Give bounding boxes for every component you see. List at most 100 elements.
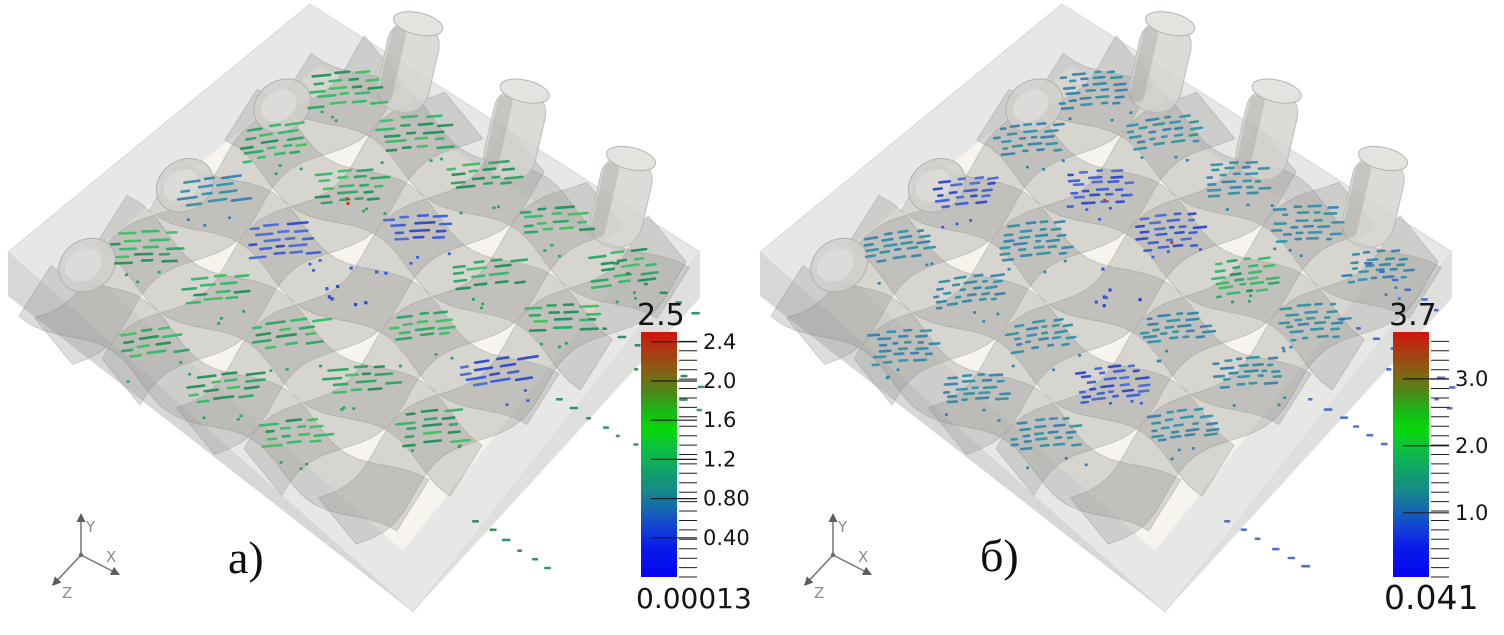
glyph-speck: [1170, 241, 1174, 244]
colorbar-gradient: [1393, 332, 1429, 577]
yarn-end-chimney: [376, 11, 444, 113]
glyph-trail-dot: [1386, 368, 1392, 371]
colorbar-tick-label: 3.0: [1455, 367, 1488, 391]
axis-label-y: Y: [837, 518, 848, 536]
colorbar-gradient: [641, 332, 677, 577]
glyph-cluster: [321, 365, 403, 411]
glyph-trail-dot: [617, 335, 627, 339]
glyph-trail-dot: [1404, 288, 1411, 292]
glyph-trail-dot: [1287, 556, 1296, 560]
box-side-face-right: [1165, 252, 1452, 612]
axis-label-x: X: [106, 548, 116, 566]
glyph-cluster: [446, 159, 524, 215]
yarn-end-chimney: [1341, 145, 1409, 248]
glyph-cluster: [176, 174, 253, 227]
glyph-cluster: [110, 229, 185, 284]
glyph-cluster: [867, 328, 941, 380]
glyph-cluster: [395, 408, 472, 452]
glyph-cluster: [1126, 114, 1204, 162]
panel-scene-a: XY Z: [7, 3, 705, 613]
box-side-face-left: [760, 252, 1165, 612]
glyph-cluster: [1139, 311, 1217, 363]
yarn-end-cap: [58, 237, 117, 293]
glyph-trail-dot: [1224, 520, 1231, 523]
glyph-trail-dot: [615, 434, 620, 438]
yarn-tube: [853, 91, 1236, 407]
glyph-cluster: [1278, 302, 1352, 353]
box-floor: [831, 65, 1384, 551]
glyph-trail-dot: [1301, 564, 1311, 568]
glyph-trail-dot: [1421, 298, 1428, 301]
glyph-trail-dot: [531, 557, 539, 561]
glyph-trail-dot: [1380, 442, 1388, 446]
glyph-trail-dot: [1323, 408, 1333, 411]
glyph-cluster: [1341, 249, 1415, 301]
glyph-cluster: [389, 310, 456, 368]
woven-yarns: [770, 34, 1443, 545]
yarn-end-cap: [1005, 78, 1064, 133]
axes-triad: XY Z: [804, 513, 872, 602]
vector-glyphs: [863, 70, 1456, 568]
glyph-trail-dot: [556, 398, 563, 401]
glyph-cluster: [325, 266, 388, 307]
glyph-trail-dot: [586, 416, 592, 420]
yarn-end-cap: [155, 158, 214, 213]
glyph-trail-dot: [1366, 433, 1374, 437]
yarn-tube: [995, 181, 1378, 496]
colorbar-tick-label: 1.6: [703, 408, 736, 432]
glyph-trail-dot: [1340, 416, 1349, 419]
glyph-trail-dot: [1340, 318, 1345, 321]
colorbar-tick-label: 2.4: [703, 330, 736, 354]
axes-triad: XY Z: [52, 513, 120, 602]
glyph-cluster: [1211, 256, 1280, 304]
glyph-trail-dot: [489, 528, 497, 532]
glyph-trail-dot: [1379, 270, 1385, 273]
glyph-trail-dot: [1308, 398, 1313, 401]
glyph-cluster: [314, 168, 391, 215]
glyph-trail-dot: [544, 566, 551, 570]
panel-scene-b: XY Z: [759, 3, 1456, 613]
glyph-cluster: [1206, 160, 1274, 211]
glyph-cluster: [248, 221, 322, 272]
glyph-trail-dot: [1355, 327, 1361, 330]
glyph-cluster: [519, 205, 596, 258]
glyph-trail-dot: [634, 368, 639, 371]
glyph-cluster: [524, 303, 602, 349]
glyph-trail-dot: [1254, 537, 1261, 541]
glyph-cluster: [240, 121, 308, 176]
triad-origin: [830, 552, 836, 558]
glyph-cluster: [1010, 416, 1088, 470]
glyph-cluster: [375, 114, 455, 165]
glyph-cluster: [459, 354, 539, 407]
glyph-trail-dot: [679, 398, 688, 401]
yarn-tube: [243, 181, 626, 496]
axis-label-z: Z: [814, 584, 824, 602]
glyph-trail-dot: [659, 291, 668, 295]
glyph-trail-dot: [1364, 262, 1373, 265]
axis-label-y: Y: [85, 518, 96, 536]
glyph-trail-dot: [588, 318, 597, 321]
glyph-cluster: [1004, 317, 1082, 372]
colorbar-tick-label: 0.80: [703, 487, 750, 511]
glyph-trail-dot: [634, 344, 641, 347]
colorbar-b: 3.0 2.0 1.0: [1393, 332, 1488, 578]
yarn-tube: [845, 194, 1235, 497]
glyph-trail-dot: [625, 272, 631, 275]
triad-origin: [78, 552, 84, 558]
glyph-cluster: [181, 273, 251, 325]
glyph-trail-dot: [1434, 397, 1439, 401]
glyph-cluster: [588, 247, 659, 304]
colorbar-a: 2.4 2.0 1.6 1.2 0.80 0.40: [641, 330, 750, 578]
glyph-trail-dot: [696, 408, 703, 412]
glyph-speck: [346, 202, 350, 205]
glyph-cluster: [1094, 267, 1142, 308]
glyph-trail-dot: [675, 301, 682, 304]
woven-yarns: [18, 34, 691, 545]
glyph-trail-dot: [680, 374, 688, 378]
colorbar-tick-label: 2.0: [703, 369, 736, 393]
glyph-trail-dot: [697, 385, 705, 389]
glyph-cluster: [932, 176, 999, 229]
glyph-trail-dot: [691, 311, 700, 315]
yarn-tube: [900, 158, 1312, 426]
colorbar-tick-label: 1.2: [703, 447, 736, 471]
